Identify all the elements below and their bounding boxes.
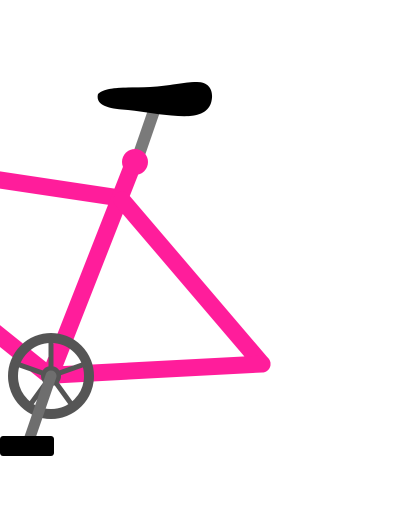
top-tube <box>0 171 129 207</box>
seat-clamp <box>122 149 148 175</box>
bicycle-seat <box>97 82 213 117</box>
down-tube <box>0 325 55 382</box>
seat-stay <box>113 191 271 373</box>
pedal <box>0 436 54 456</box>
crank-arm <box>21 370 57 452</box>
